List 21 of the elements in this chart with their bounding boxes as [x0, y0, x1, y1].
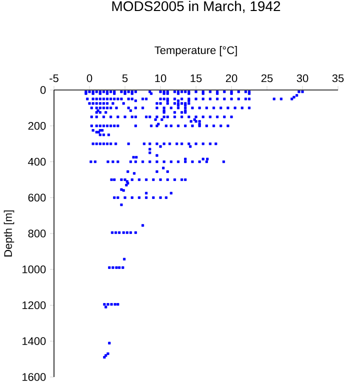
x-tick-label: 5	[122, 74, 128, 82]
x-tick-label: 20	[226, 74, 238, 82]
y-tick-label: 1000	[22, 265, 46, 274]
chart-title: MODS2005 in March, 1942	[112, 0, 280, 13]
x-tick-label: 15	[190, 74, 202, 82]
x-axis-title: Temperature [°C]	[154, 46, 237, 56]
y-tick-label: 600	[28, 194, 46, 202]
y-tick-label: 1400	[22, 337, 46, 346]
y-tick-label: 800	[28, 230, 46, 238]
x-tick-label: -5	[50, 74, 58, 82]
x-tick-label: 30	[296, 74, 308, 82]
y-tick-label: 200	[28, 122, 46, 130]
x-tick-label: 10	[155, 74, 166, 82]
y-tick-label: 0	[40, 86, 46, 94]
y-tick-label: 1600	[22, 373, 46, 381]
y-tick-label: 400	[28, 158, 46, 166]
x-tick-label: 0	[86, 74, 92, 82]
x-tick-label: 35	[332, 74, 344, 82]
y-axis-title: Depth [m]	[4, 210, 14, 256]
x-tick-label: 25	[261, 74, 273, 82]
y-tick-label: 1200	[22, 301, 46, 310]
